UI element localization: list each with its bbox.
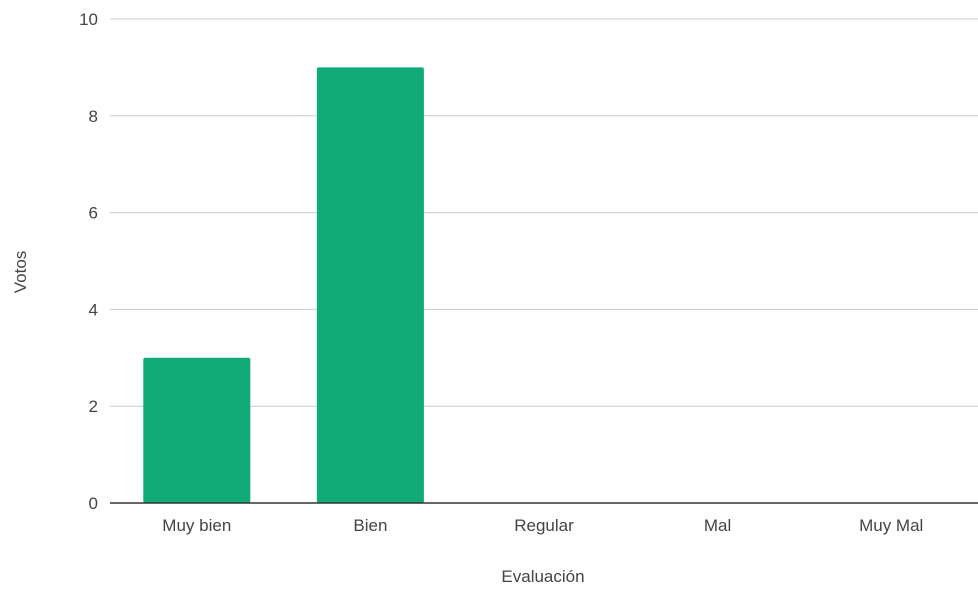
y-axis-ticks: 0 2 4 6 8 10 bbox=[79, 10, 98, 513]
y-axis-title: Votos bbox=[11, 251, 30, 294]
x-tick-label: Regular bbox=[514, 516, 574, 535]
gridlines bbox=[110, 18, 978, 407]
y-tick-label: 10 bbox=[79, 10, 98, 29]
x-axis-ticks: Muy bien Bien Regular Mal Muy Mal bbox=[162, 516, 923, 535]
bars bbox=[143, 67, 424, 504]
y-tick-label: 2 bbox=[89, 397, 98, 416]
x-tick-label: Mal bbox=[704, 516, 731, 535]
bar-bien bbox=[316, 67, 424, 504]
x-axis-title: Evaluación bbox=[501, 567, 584, 586]
x-tick-label: Bien bbox=[353, 516, 387, 535]
y-tick-label: 0 bbox=[89, 494, 98, 513]
x-tick-label: Muy bien bbox=[162, 516, 231, 535]
y-tick-label: 6 bbox=[89, 204, 98, 223]
y-tick-label: 4 bbox=[89, 300, 98, 319]
y-tick-label: 8 bbox=[89, 107, 98, 126]
bar-muy-bien bbox=[143, 357, 251, 503]
x-tick-label: Muy Mal bbox=[859, 516, 923, 535]
